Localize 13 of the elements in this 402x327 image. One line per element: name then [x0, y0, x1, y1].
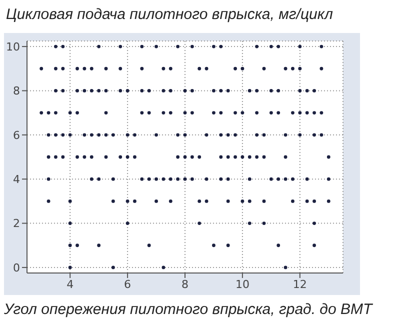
chart-title: Цикловая подача пилотного впрыска, мг/цикл [6, 6, 333, 23]
x-tick-label: 8 [182, 278, 188, 291]
y-tick-label: 2 [13, 217, 20, 230]
x-tick-label: 4 [66, 278, 74, 291]
y-tick-label: 4 [13, 173, 20, 186]
y-tick-label: 6 [13, 128, 20, 142]
x-tick-label: 12 [292, 278, 307, 291]
y-tick-label: 8 [13, 84, 20, 98]
x-tick-label: 6 [124, 278, 132, 291]
x-axis-title: Угол опережения пилотного впрыска, град. до ВМТ [4, 301, 372, 318]
y-tick-label: 10 [6, 40, 20, 54]
x-tick-label: 10 [235, 278, 250, 291]
y-tick-label: 0 [13, 261, 20, 274]
